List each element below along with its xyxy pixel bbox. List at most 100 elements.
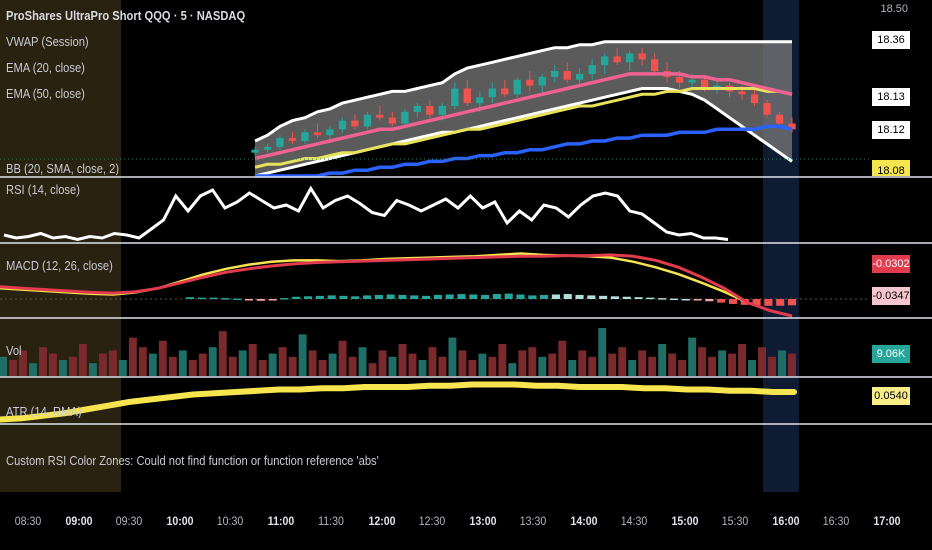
time-tick: 13:30 xyxy=(519,514,547,528)
volume-bar xyxy=(198,353,207,376)
macd-pane xyxy=(0,252,870,318)
candle-body xyxy=(688,79,696,83)
macd-hist-bar xyxy=(457,294,466,299)
candle-body xyxy=(338,120,347,130)
candle-body xyxy=(650,59,659,71)
volume-bar xyxy=(518,350,527,376)
candle-body xyxy=(363,114,372,127)
time-tick: 09:30 xyxy=(115,514,143,528)
macd-hist-bar xyxy=(787,299,797,306)
volume-bar xyxy=(398,344,407,376)
candle-body xyxy=(788,123,796,130)
indicator-label-ema50[interactable]: EMA (50, close) xyxy=(6,86,85,101)
volume-bar xyxy=(318,360,327,376)
volume-bar xyxy=(658,344,667,376)
atr-label[interactable]: ATR (14, RMA) xyxy=(6,404,82,418)
candle-body xyxy=(588,65,596,74)
macd-hist-bar xyxy=(469,294,478,299)
volume-bar xyxy=(668,353,677,376)
macd-hist-bar xyxy=(681,299,690,301)
rsi-label[interactable]: RSI (14, close) xyxy=(6,182,80,197)
candle-body xyxy=(426,106,434,115)
macd-hist-bar xyxy=(575,294,584,299)
macd-hist-bar xyxy=(339,295,348,299)
time-tick: 15:30 xyxy=(721,514,749,528)
price-tag-bb-upper: 18.36 xyxy=(872,31,910,49)
macd-hist-bar xyxy=(256,299,265,301)
macd-hist-bar xyxy=(658,298,667,300)
volume-bar xyxy=(368,363,377,376)
macd-hist-bar xyxy=(422,295,431,299)
volume-bar xyxy=(298,334,307,376)
candle-body xyxy=(638,53,646,60)
volume-bar xyxy=(758,347,766,376)
volume-bar xyxy=(528,347,537,376)
volume-bar xyxy=(408,353,417,376)
macd-hist-bar xyxy=(504,293,513,299)
volume-bar xyxy=(748,360,757,376)
macd-hist-bar xyxy=(280,298,289,300)
macd-hist-bar xyxy=(646,297,655,300)
volume-bar xyxy=(598,328,607,376)
candle-body xyxy=(301,132,309,141)
error-message: Custom RSI Color Zones: Could not find f… xyxy=(6,453,379,468)
volume-bar xyxy=(448,337,457,376)
ema20-line xyxy=(254,72,793,161)
candle-body xyxy=(613,56,621,63)
volume-bar xyxy=(698,347,707,376)
indicator-label-ema20[interactable]: EMA (20, close) xyxy=(6,60,85,75)
candle-body xyxy=(376,114,384,118)
candle-body xyxy=(601,56,609,66)
price-tag-ema50: 18.12 xyxy=(872,121,910,139)
volume-bar xyxy=(78,344,87,376)
volume-bar xyxy=(48,353,57,376)
price-tag-ema20: 18.13 xyxy=(872,88,910,106)
macd-hist-bar xyxy=(363,295,372,299)
macd-hist-bar xyxy=(528,295,537,299)
volume-bar xyxy=(268,353,277,376)
indicator-label-bb[interactable]: BB (20, SMA, close, 2) xyxy=(6,161,120,175)
macd-hist-bar xyxy=(693,299,702,301)
macd-hist-bar xyxy=(551,294,560,299)
macd-label[interactable]: MACD (12, 26, close) xyxy=(6,258,113,273)
macd-hist-bar xyxy=(540,294,549,299)
volume-bar xyxy=(148,353,157,376)
indicator-label-vwap[interactable]: VWAP (Session) xyxy=(6,34,89,49)
volume-bar xyxy=(738,344,747,376)
volume-bar xyxy=(208,347,217,376)
volume-bar xyxy=(568,360,577,376)
macd-hist-bar xyxy=(351,296,360,299)
macd-hist-bar xyxy=(752,299,761,306)
volume-bar xyxy=(648,356,657,376)
macd-hist-bar xyxy=(563,294,572,299)
volume-bar xyxy=(628,360,637,376)
volume-bar xyxy=(458,350,467,376)
volume-bar xyxy=(378,350,387,376)
macd-hist-bar xyxy=(197,297,206,300)
volume-label[interactable]: Vol xyxy=(6,343,22,358)
volume-bar xyxy=(338,340,347,376)
macd-hist-bar xyxy=(244,299,254,301)
macd-hist-bar xyxy=(209,297,218,300)
macd-hist-bar xyxy=(327,295,336,299)
volume-bar xyxy=(548,353,557,376)
volume-bar xyxy=(478,353,487,376)
volume-bar xyxy=(118,360,127,376)
volume-bar xyxy=(288,356,297,376)
ema50-line xyxy=(254,87,793,169)
bb-lower-line xyxy=(254,87,793,178)
symbol-title[interactable]: ProShares UltraPro Short QQQ · 5 · NASDA… xyxy=(6,8,246,23)
time-tick: 15:00 xyxy=(670,514,699,528)
candle-body xyxy=(750,94,759,104)
candle-body xyxy=(513,79,521,95)
time-tick: 12:30 xyxy=(418,514,446,528)
time-tick: 11:00 xyxy=(267,514,294,528)
volume-bar xyxy=(498,344,507,376)
volume-bar xyxy=(578,350,587,376)
candle-body xyxy=(288,138,297,141)
macd-hist-bar xyxy=(634,297,643,299)
volume-bar xyxy=(728,353,737,376)
time-tick: 10:30 xyxy=(216,514,244,528)
macd-hist-bar xyxy=(303,296,313,299)
macd-hist-bar xyxy=(233,298,242,301)
